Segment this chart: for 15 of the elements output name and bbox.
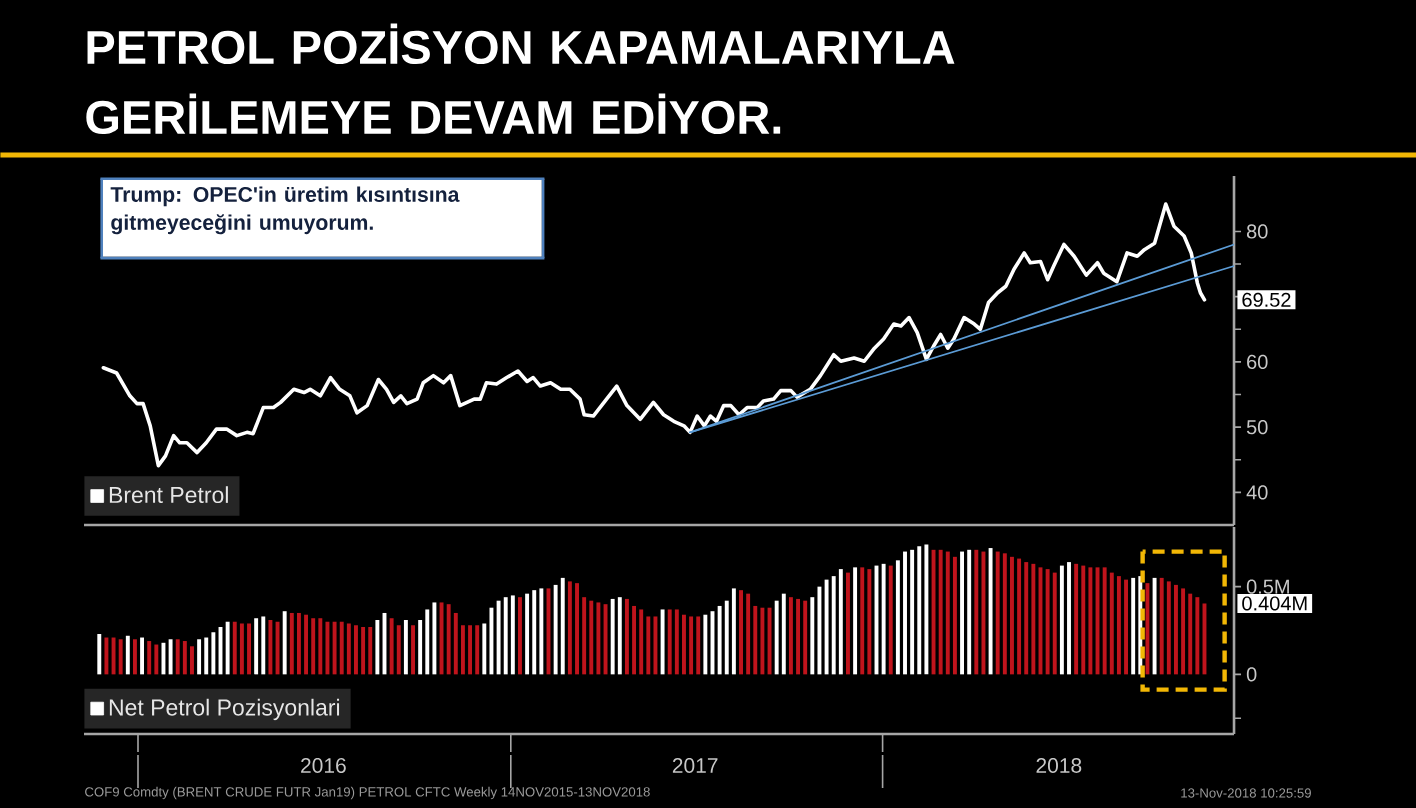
annotation: 69.52	[1242, 292, 1291, 307]
y-tick-label: 0	[1246, 667, 1257, 682]
y-tick-label: 80	[1246, 224, 1268, 239]
x-tick-label: 2018	[1036, 758, 1082, 773]
x-tick-label: 2017	[672, 758, 718, 773]
y-tick-label: 0.5M	[1246, 579, 1289, 594]
legend-label: Brent Petrol	[109, 486, 228, 504]
x-tick-label: 2016	[301, 758, 346, 773]
y-tick-label: 60	[1247, 354, 1268, 369]
y-tick-label: 50	[1246, 420, 1268, 435]
chart-title: PETROL POZİSYON KAPAMALARIYLA GERİLEMEYE DEVAM EDİYOR.	[86, 23, 955, 135]
y-tick-label: 40	[1246, 485, 1268, 500]
annotation: Trump: OPEC'in üretim kısıntısına gitmeyeceğini umuyorum.	[110, 186, 460, 235]
annotation: 0.404M	[1242, 596, 1307, 611]
legend-label: Net Petrol Pozisyonlari	[109, 698, 340, 721]
